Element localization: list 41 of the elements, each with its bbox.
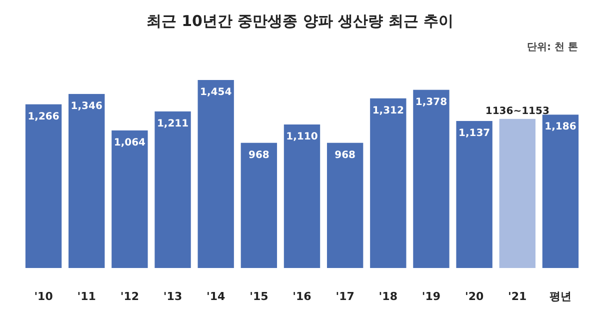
data-label: 1,454 [200,87,232,98]
bar [284,124,320,268]
data-label: 1,137 [458,128,490,139]
data-label: 1,186 [544,122,576,133]
bar [112,130,148,268]
data-label: 1,110 [286,131,318,142]
bar [542,114,579,268]
x-tick-label: '17 [336,290,354,303]
bar [25,104,62,268]
bar [326,142,364,268]
x-tick-label: '13 [163,290,182,303]
bar [154,111,191,268]
data-label: 1,266 [28,111,60,122]
bar [499,118,536,268]
data-label: 968 [248,150,270,161]
data-label: 1136~1153 [485,106,550,117]
x-tick-label: '16 [292,290,312,303]
text: 단위: 천 톤 [527,42,578,53]
x-tick-label: '10 [34,290,54,303]
x-tick-label: '21 [508,290,527,303]
x-tick-label: '19 [422,290,441,303]
x-tick-label: 평년 [549,290,572,303]
data-label: 1,064 [114,137,146,148]
data-label: 1,346 [70,100,102,112]
data-label: 1,211 [156,118,189,130]
chart-title: 최근 10년간 중만생종 양파 생산량 최근 추이 [146,12,454,30]
bar [240,142,278,268]
data-label: 1,312 [372,105,404,116]
x-tick-label: '12 [120,290,140,303]
x-tick-label: '20 [464,290,484,303]
x-tick-label: '11 [77,290,96,303]
bar [370,98,406,268]
bar [413,90,450,268]
x-tick-label: '15 [250,290,268,303]
x-tick-label: '18 [378,290,398,303]
bar [456,120,492,268]
x-tick-label: '14 [206,290,226,303]
data-label: 1,378 [415,96,448,108]
bar [198,80,234,268]
data-label: 968 [334,150,356,161]
bar [68,94,105,268]
